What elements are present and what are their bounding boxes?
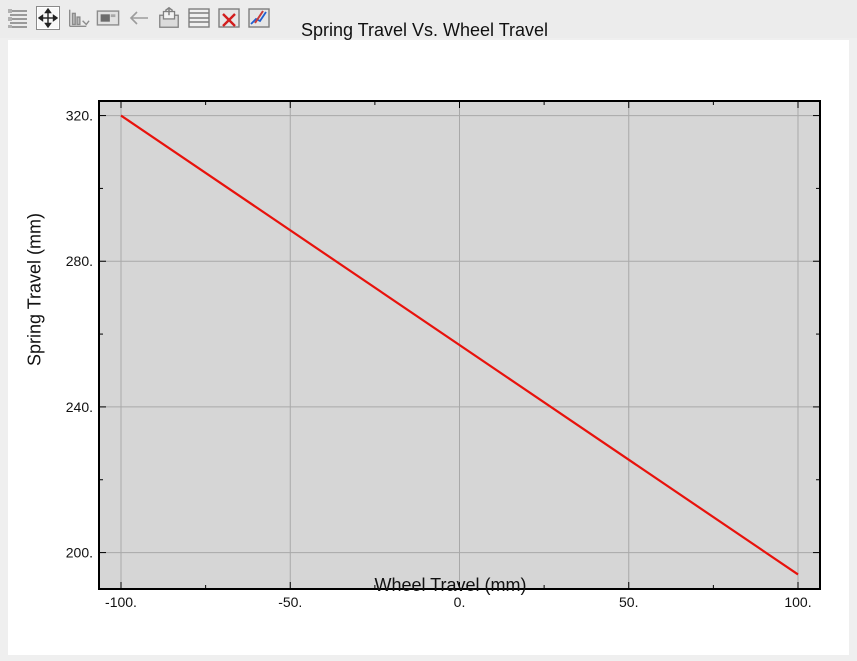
y-tick-label: 240. — [66, 399, 93, 415]
view-window-icon[interactable] — [96, 6, 120, 30]
split-layout-icon[interactable] — [187, 6, 211, 30]
chart-title: Spring Travel Vs. Wheel Travel — [300, 20, 549, 40]
axis-scale-icon[interactable] — [66, 6, 90, 30]
delete-plot-icon[interactable] — [217, 6, 241, 30]
x-tick-label: 100. — [784, 594, 811, 610]
series-line — [120, 114, 799, 576]
export-icon[interactable] — [157, 6, 181, 30]
toolbar — [0, 0, 857, 38]
x-tick-label: 0. — [454, 594, 466, 610]
y-axis-label: Spring Travel (mm) — [24, 212, 45, 367]
x-axis-label: Wheel Travel (mm) — [374, 575, 527, 595]
layers-icon[interactable] — [6, 6, 30, 30]
pan-icon[interactable] — [36, 6, 60, 30]
y-tick-label: 280. — [66, 253, 93, 269]
y-tick-label: 200. — [66, 545, 93, 561]
x-tick-label: 50. — [619, 594, 638, 610]
x-tick-label: -50. — [278, 594, 302, 610]
y-tick-label: 320. — [66, 108, 93, 124]
edit-curve-icon[interactable] — [247, 6, 271, 30]
back-arrow-icon[interactable] — [127, 6, 151, 30]
x-tick-label: -100. — [105, 594, 137, 610]
